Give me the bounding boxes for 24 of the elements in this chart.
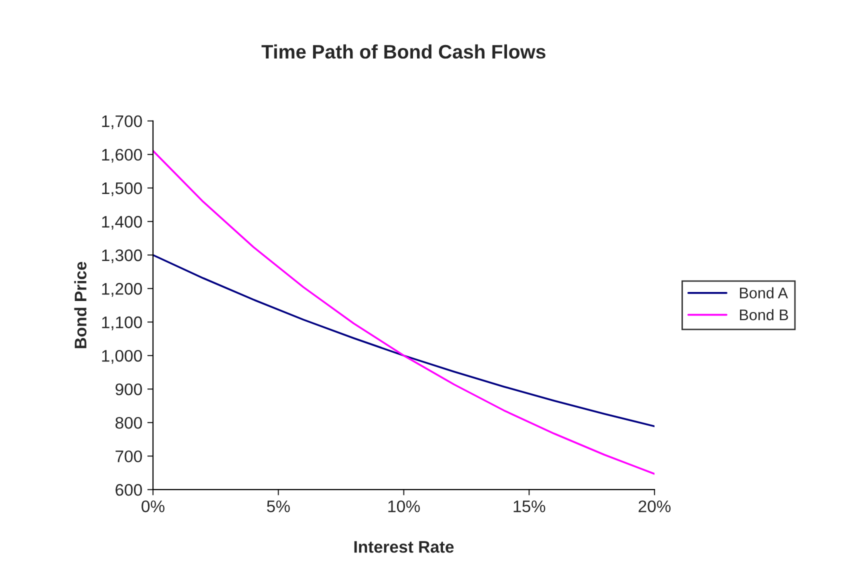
y-tick-label: 700 [116,450,142,462]
y-tick-label: 1,700 [102,115,142,130]
legend-label: Bond B [740,309,788,320]
x-tick-label: 10% [388,500,420,512]
y-tick-label: 1,600 [102,148,142,163]
y-tick-label: 900 [116,383,142,396]
x-tick-label: 0% [142,500,164,512]
y-tick-label: 1,200 [102,282,142,297]
chart-title: Time Path of Bond Cash Flows [262,44,546,59]
y-tick-label: 1,300 [102,249,142,264]
x-axis-title: Interest Rate [354,541,454,553]
line-series [153,150,654,475]
y-tick-label: 1,400 [102,216,142,230]
y-tick-label: 1,100 [102,316,142,330]
y-tick-label: 1,000 [102,350,142,364]
y-axis-title: Bond Price [74,262,86,348]
line-series [153,254,654,428]
x-tick-label: 20% [638,500,671,512]
y-tick-label: 1,500 [102,182,142,196]
legend-label: Bond A [740,287,788,298]
y-tick-label: 600 [116,484,142,496]
x-tick-label: 15% [514,500,546,512]
y-tick-label: 800 [116,416,142,429]
x-tick-label: 5% [266,500,290,512]
